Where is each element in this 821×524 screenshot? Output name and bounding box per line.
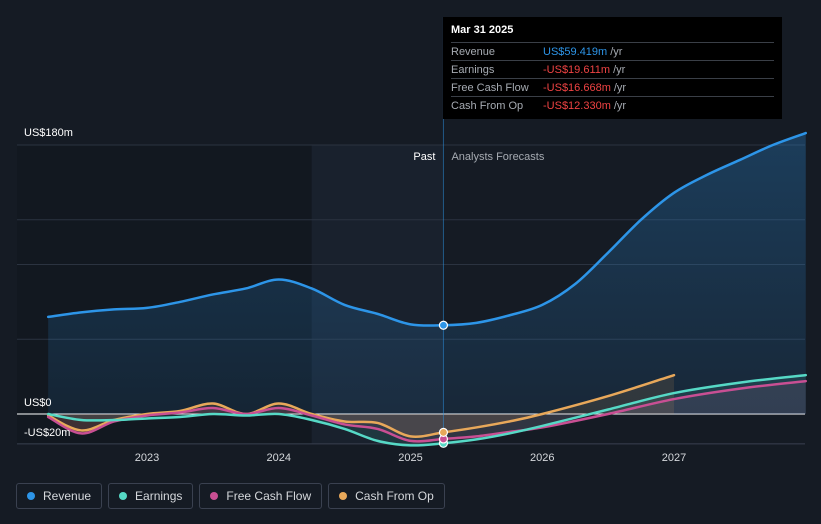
legend-item-cash-from-op[interactable]: Cash From Op — [328, 483, 445, 509]
x-axis: 2023 2024 2025 2026 2027 — [135, 452, 686, 464]
legend-item-earnings[interactable]: Earnings — [108, 483, 194, 509]
x-tick-label: 2025 — [398, 452, 422, 464]
earnings-area — [48, 375, 806, 446]
legend-label: Cash From Op — [355, 489, 434, 503]
revenue-marker — [438, 320, 449, 330]
x-tick-label: 2023 — [135, 452, 159, 464]
free-cash-flow-line — [46, 379, 807, 443]
free-cash-flow-area — [48, 381, 806, 442]
x-tick-label: 2027 — [662, 452, 686, 464]
y-axis-bottom-label: -US$20m — [24, 427, 70, 439]
tooltip-row-unit: /yr — [613, 81, 627, 94]
legend-dot-icon — [27, 492, 35, 500]
legend-dot-icon — [339, 492, 348, 500]
cash-from-op-line — [46, 373, 676, 439]
tooltip-row-unit: /yr — [613, 63, 626, 76]
revenue-line — [46, 131, 807, 327]
forecast-label: Analysts Forecasts — [451, 151, 544, 163]
tooltip-row-value: -US$16.668m — [543, 81, 611, 94]
series-lines — [46, 131, 807, 447]
y-axis-zero-label: US$0 — [24, 397, 52, 409]
tooltip-row: Free Cash Flow -US$16.668m/yr — [451, 78, 774, 96]
past-label: Past — [413, 151, 435, 163]
tooltip-row-value: -US$19.611m — [543, 63, 611, 76]
legend-dot-icon — [210, 492, 219, 500]
legend-item-revenue[interactable]: Revenue — [16, 483, 103, 509]
series-areas — [48, 133, 806, 446]
tooltip-date: Mar 31 2025 — [451, 24, 514, 36]
x-tick-label: 2024 — [267, 452, 291, 464]
legend-item-free-cash-flow[interactable]: Free Cash Flow — [199, 483, 323, 509]
tooltip-row-value: -US$12.330m — [543, 99, 611, 112]
legend-label: Earnings — [135, 489, 183, 503]
tooltip-row-unit: /yr — [610, 45, 623, 58]
tooltip-row: Cash From Op -US$12.330m/yr — [451, 96, 774, 114]
cash-from-op-marker — [438, 427, 449, 437]
x-tick-label: 2026 — [530, 452, 554, 464]
legend-label: Revenue — [43, 489, 92, 503]
tooltip-row-value: US$59.419m — [543, 45, 608, 58]
y-axis-top-label: US$180m — [24, 127, 73, 139]
tooltip-row-label: Revenue — [451, 45, 496, 58]
legend: Revenue Earnings Free Cash Flow Cash From O… — [16, 483, 445, 509]
tooltip-row: Earnings -US$19.611m/yr — [451, 60, 774, 78]
tooltip-row-unit: /yr — [613, 99, 627, 112]
revenue-area — [48, 133, 806, 415]
legend-dot-icon — [119, 492, 128, 500]
tooltip-row-label: Free Cash Flow — [451, 81, 529, 94]
tooltip-row-label: Cash From Op — [451, 99, 524, 112]
hover-markers — [438, 320, 449, 448]
chart-area: US$180m US$0 -US$20m Past Analysts Forec… — [17, 17, 807, 464]
hover-tooltip: Mar 31 2025 Revenue US$59.419m/yr Earnings… — [443, 17, 782, 119]
earnings-line — [46, 373, 807, 447]
tooltip-row-label: Earnings — [451, 63, 495, 76]
tooltip-row: Revenue US$59.419m/yr — [451, 42, 774, 60]
legend-label: Free Cash Flow — [226, 489, 312, 503]
